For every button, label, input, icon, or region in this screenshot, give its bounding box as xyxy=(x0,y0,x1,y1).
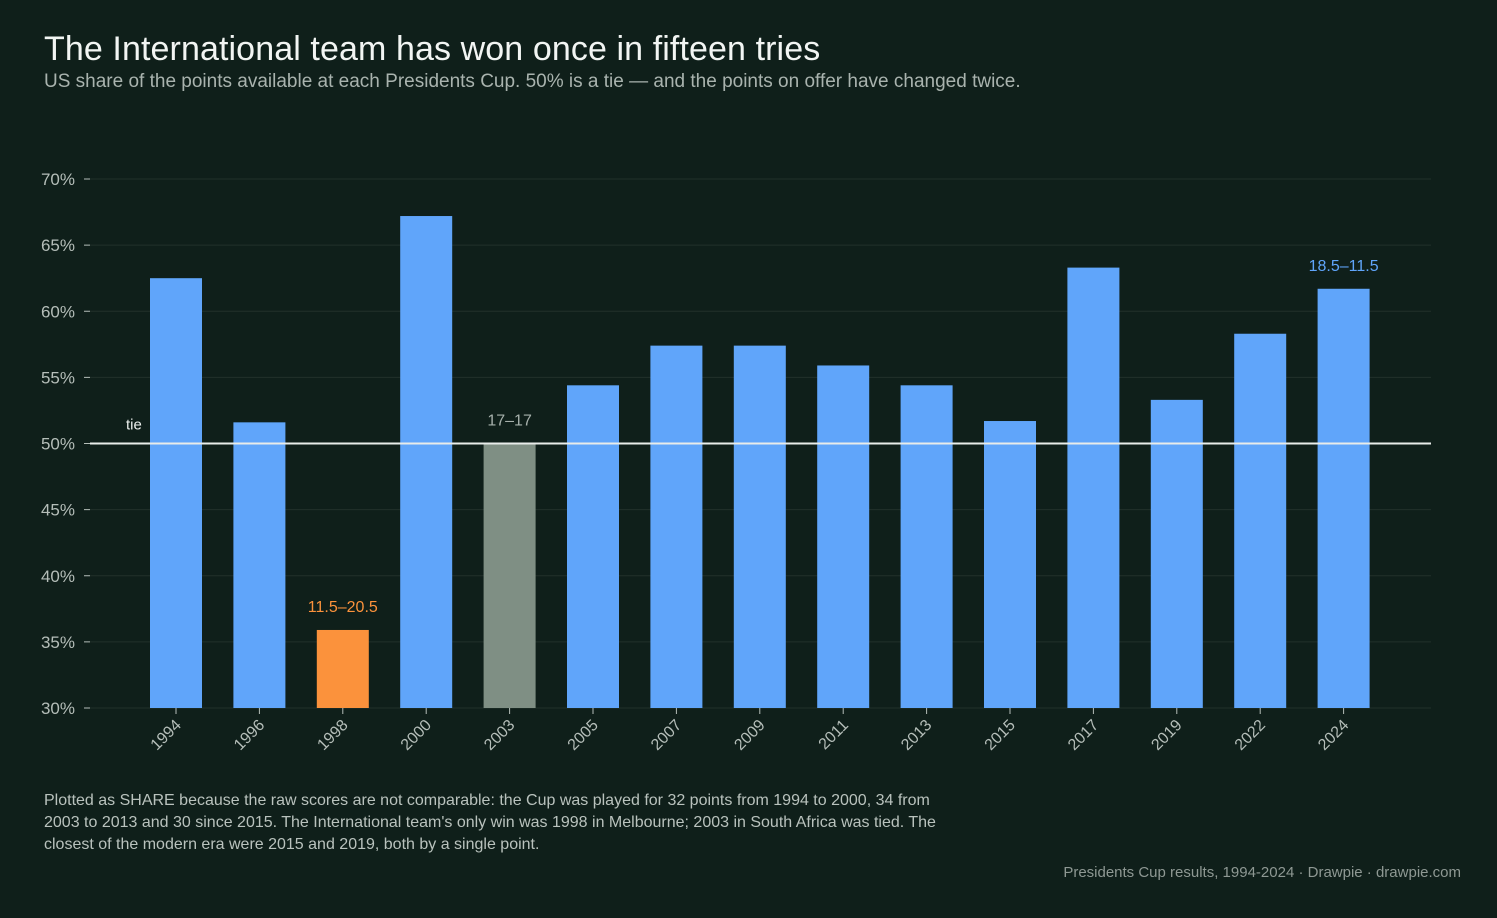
chart-subtitle: US share of the points available at each… xyxy=(44,71,1021,92)
bar-1994 xyxy=(150,278,202,708)
bar-2003 xyxy=(483,443,536,708)
y-tick-label: 70% xyxy=(41,170,75,189)
x-tick-label: 1998 xyxy=(314,717,351,754)
bar-2024 xyxy=(1317,288,1370,708)
bar-annotations: 11.5–20.5 17–17 18.5–11.5 xyxy=(308,258,1379,616)
x-tick-label: 2011 xyxy=(816,717,852,753)
annotation-2003: 17–17 xyxy=(487,413,532,430)
x-tick-label: 2007 xyxy=(648,717,685,754)
x-tick-label: 2000 xyxy=(398,717,435,754)
bar-1998 xyxy=(316,629,369,708)
x-tick-label: 1994 xyxy=(148,717,185,754)
bar-2019 xyxy=(1150,399,1203,708)
x-tick-label: 2013 xyxy=(898,717,935,754)
x-tick-label: 2019 xyxy=(1148,717,1185,754)
bar-2011 xyxy=(817,365,870,708)
tie-line-label: tie xyxy=(126,417,142,434)
y-tick-label: 65% xyxy=(41,236,75,255)
footnote: Plotted as SHARE because the raw scores … xyxy=(44,792,936,853)
y-tick-label: 40% xyxy=(41,567,75,586)
bar-chart: 30% 35% 40% 45% 50% 55% 60% 65% 70% tie 11.5–20.… xyxy=(41,170,1431,754)
x-tick-label: 2015 xyxy=(982,717,1019,754)
y-axis: 30% 35% 40% 45% 50% 55% 60% 65% 70% xyxy=(41,170,90,718)
bar-1996 xyxy=(233,422,286,708)
y-tick-label: 30% xyxy=(41,699,75,718)
source-credit: Presidents Cup results, 1994-2024 · Draw… xyxy=(1063,864,1461,881)
bar-2013 xyxy=(900,385,953,708)
annotation-2024: 18.5–11.5 xyxy=(1309,258,1379,275)
x-tick-label: 2009 xyxy=(731,717,768,754)
y-tick-label: 60% xyxy=(41,302,75,321)
y-tick-label: 55% xyxy=(41,368,75,387)
x-tick-label: 2003 xyxy=(481,717,518,754)
y-tick-label: 45% xyxy=(41,501,75,520)
annotation-1998: 11.5–20.5 xyxy=(308,599,378,616)
x-tick-label: 2022 xyxy=(1232,717,1269,754)
chart-title: The International team has won once in f… xyxy=(44,30,821,68)
bar-2022 xyxy=(1234,333,1287,708)
bar-2000 xyxy=(400,216,453,708)
x-tick-label: 2005 xyxy=(565,717,602,754)
bar-2005 xyxy=(567,385,619,708)
x-axis: 1994 1996 1998 2000 2003 2005 2007 2009 2011 2013… xyxy=(148,708,1353,754)
x-tick-label: 2024 xyxy=(1315,717,1352,754)
x-tick-label: 1996 xyxy=(231,717,268,754)
y-tick-label: 35% xyxy=(41,633,75,652)
bar-2017 xyxy=(1067,267,1120,708)
bar-2007 xyxy=(650,345,703,708)
bar-2015 xyxy=(984,421,1036,708)
tie-reference: tie xyxy=(90,417,1431,445)
x-tick-label: 2017 xyxy=(1065,717,1102,754)
bar-2009 xyxy=(733,345,786,708)
y-tick-label: 50% xyxy=(41,435,75,454)
bars xyxy=(150,216,1370,708)
